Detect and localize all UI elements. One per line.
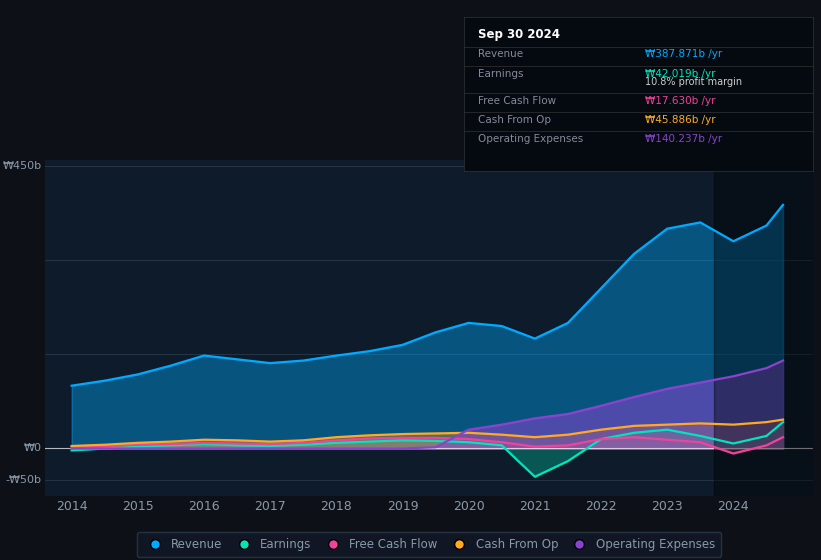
Text: ₩140.237b /yr: ₩140.237b /yr	[645, 134, 722, 144]
Text: ₩0: ₩0	[23, 444, 41, 454]
Text: Sep 30 2024: Sep 30 2024	[478, 27, 560, 40]
Text: ₩387.871b /yr: ₩387.871b /yr	[645, 49, 722, 59]
Text: ₩17.630b /yr: ₩17.630b /yr	[645, 96, 716, 105]
Text: ₩45.886b /yr: ₩45.886b /yr	[645, 115, 716, 125]
Text: Free Cash Flow: Free Cash Flow	[478, 96, 556, 105]
Text: ₩42.019b /yr: ₩42.019b /yr	[645, 68, 716, 78]
Text: -₩50b: -₩50b	[5, 475, 41, 485]
Text: Cash From Op: Cash From Op	[478, 115, 551, 125]
Legend: Revenue, Earnings, Free Cash Flow, Cash From Op, Operating Expenses: Revenue, Earnings, Free Cash Flow, Cash …	[137, 532, 721, 557]
Text: Operating Expenses: Operating Expenses	[478, 134, 583, 144]
Bar	[713, 160, 813, 496]
Text: Earnings: Earnings	[478, 68, 523, 78]
Text: ₩450b: ₩450b	[2, 161, 41, 171]
Text: 10.8% profit margin: 10.8% profit margin	[645, 77, 742, 87]
Text: Revenue: Revenue	[478, 49, 523, 59]
